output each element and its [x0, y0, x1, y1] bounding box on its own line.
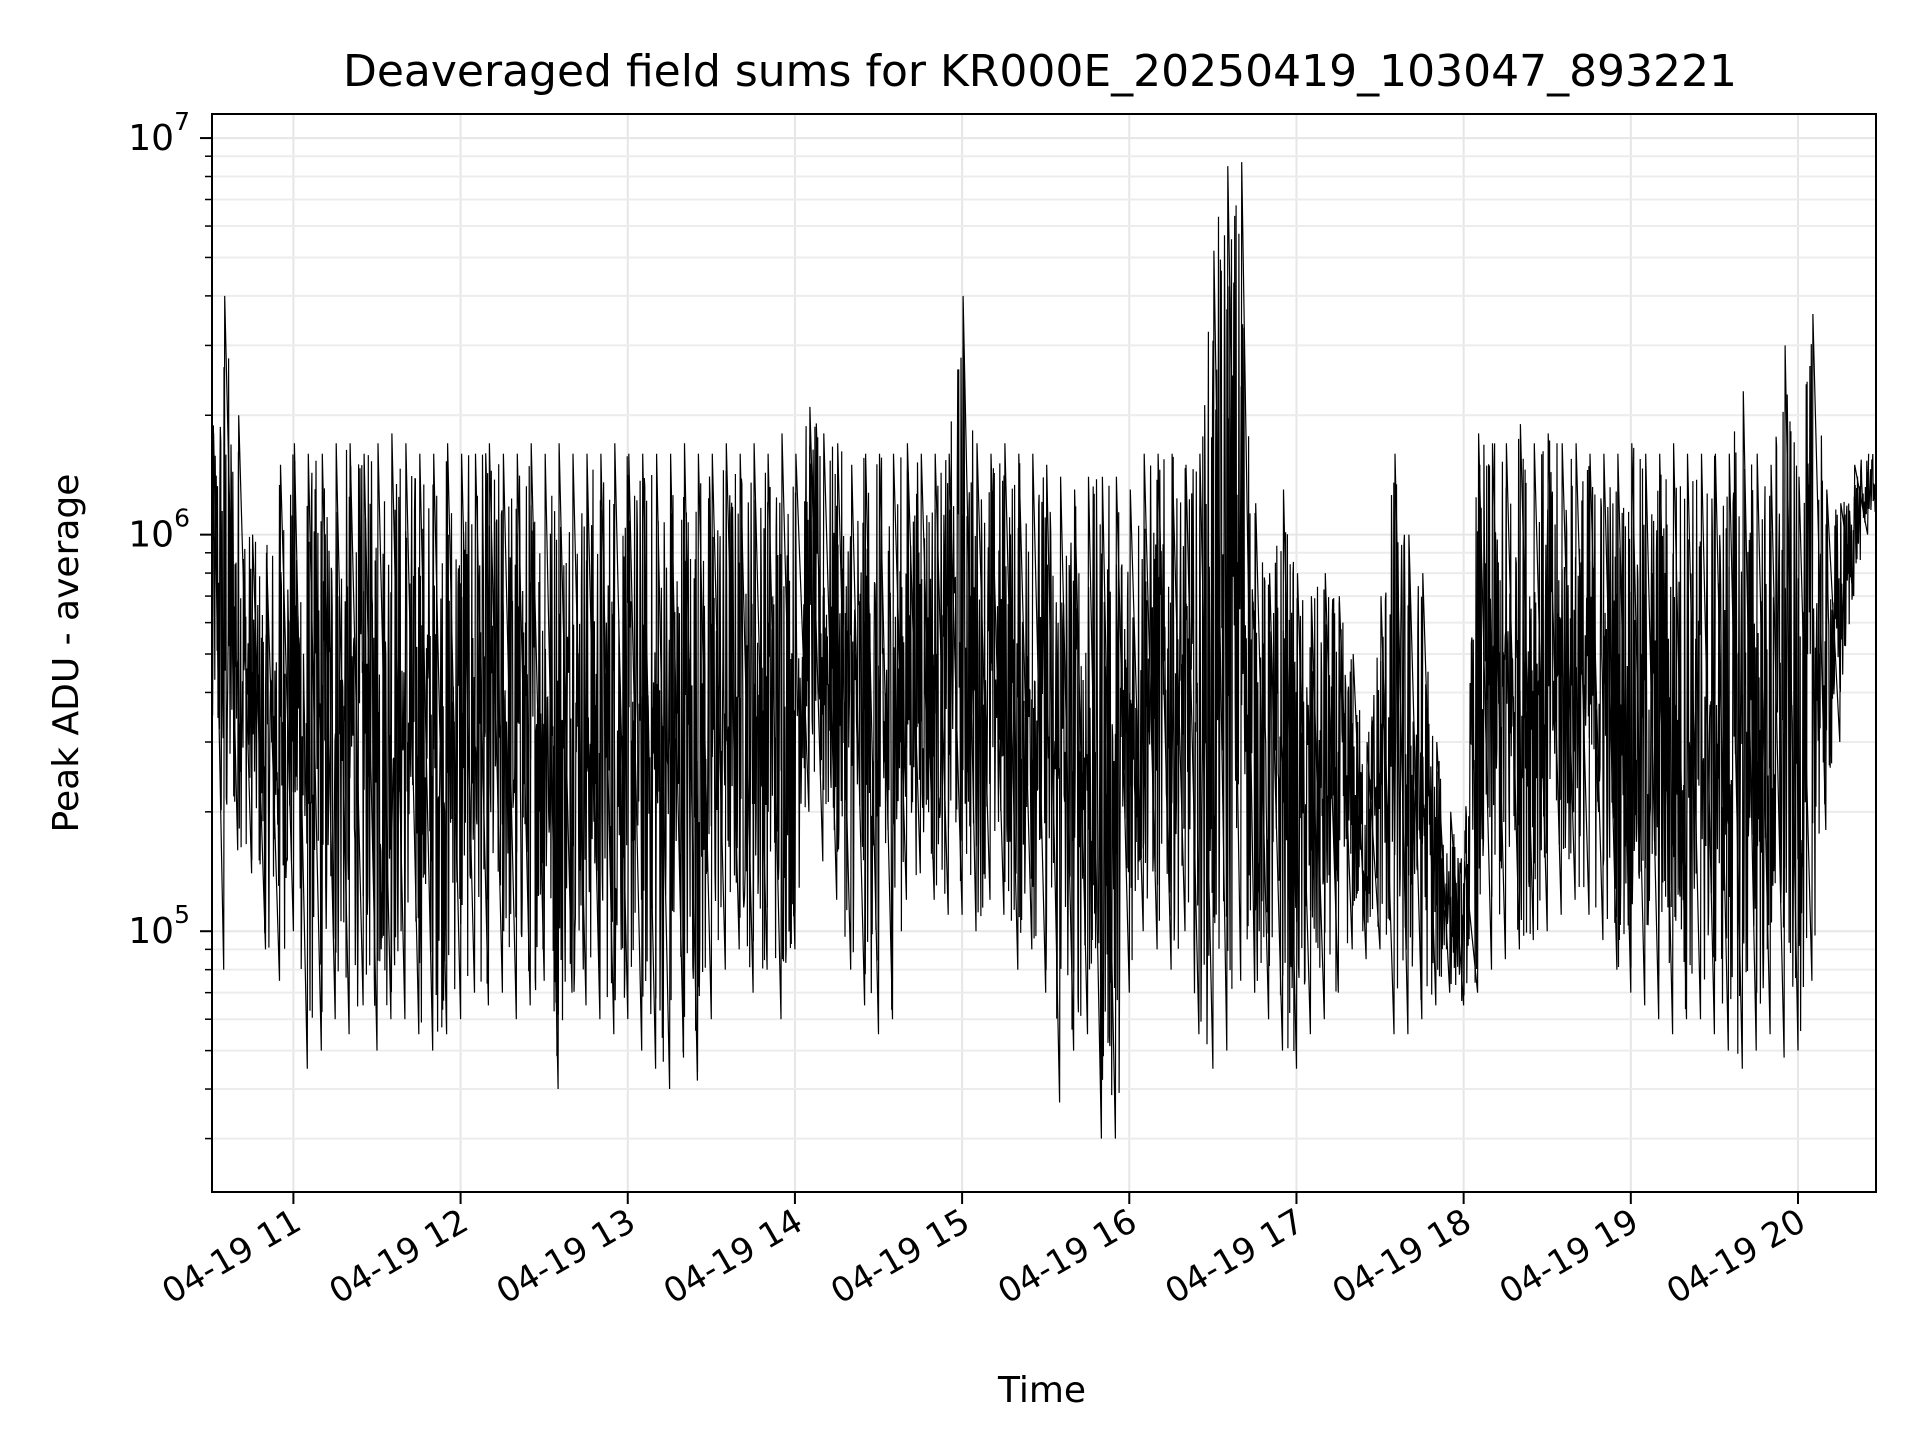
plot-area	[211, 113, 1877, 1193]
y-axis-label: Peak ADU - average	[46, 474, 87, 833]
y-tick-label: 107	[128, 107, 190, 159]
series-layer	[211, 162, 1877, 1139]
chart-title: Deaveraged field sums for KR000E_2025041…	[343, 46, 1737, 97]
y-tick-base: 10	[128, 118, 174, 159]
series-extremes-line	[212, 162, 1870, 1139]
y-tick-base: 10	[128, 911, 174, 952]
y-tick-label: 105	[128, 900, 190, 952]
x-axis-label: Time	[997, 1370, 1086, 1411]
y-tick-exponent: 7	[174, 107, 190, 136]
y-tick-label: 106	[128, 504, 190, 556]
y-tick-exponent: 6	[174, 504, 190, 533]
y-tick-exponent: 5	[174, 900, 190, 929]
plot-frame	[211, 113, 1877, 1193]
y-tick-base: 10	[128, 515, 174, 556]
